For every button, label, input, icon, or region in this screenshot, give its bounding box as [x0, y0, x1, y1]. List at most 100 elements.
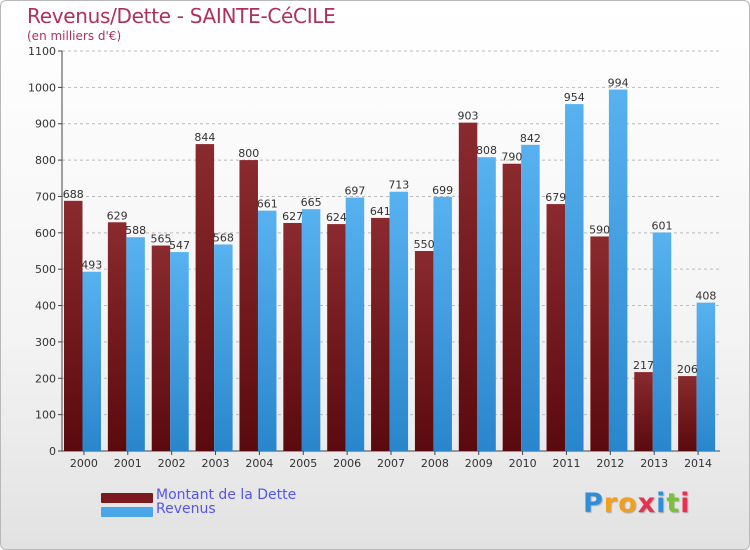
data-label-debt: 550 [414, 238, 435, 251]
x-tick-label: 2004 [245, 457, 273, 470]
data-label-revenue: 568 [213, 231, 234, 244]
data-label-revenue: 601 [652, 219, 673, 232]
data-label-revenue: 588 [125, 224, 146, 237]
bar-revenue [389, 191, 409, 451]
y-tick-label: 1100 [28, 45, 56, 58]
bar-debt [458, 122, 478, 452]
y-tick-label: 600 [35, 227, 56, 240]
data-label-debt: 800 [238, 147, 259, 160]
bar-debt [239, 160, 258, 451]
legend-swatch-debt [101, 493, 153, 503]
data-label-revenue: 697 [344, 185, 365, 198]
bar-revenue [82, 271, 101, 451]
bar-debt [151, 245, 171, 451]
y-tick-label: 500 [35, 263, 56, 276]
bar-revenue [257, 210, 277, 451]
data-label-revenue: 493 [81, 259, 102, 272]
chart-subtitle: (en milliers d'€) [27, 29, 122, 43]
bar-debt [283, 223, 302, 451]
x-tick-label: 2001 [114, 457, 142, 470]
data-label-debt: 790 [501, 151, 522, 164]
bar-debt [678, 376, 697, 451]
data-label-revenue: 842 [520, 132, 541, 145]
bar-debt [107, 222, 127, 451]
data-label-debt: 688 [63, 188, 84, 201]
legend-label-debt: Montant de la Dette [156, 487, 297, 503]
x-tick-label: 2003 [202, 457, 230, 470]
x-tick-label: 2006 [333, 457, 361, 470]
brand-letter: i [680, 488, 691, 519]
data-label-debt: 624 [326, 211, 347, 224]
x-tick-label: 2010 [509, 457, 537, 470]
x-tick-label: 2011 [552, 457, 580, 470]
y-tick-label: 1000 [28, 81, 56, 94]
bar-debt [327, 224, 346, 451]
proxiti-logo: Proxiti [583, 488, 691, 519]
bar-revenue [214, 244, 233, 451]
legend-swatch-revenue [101, 507, 153, 517]
bar-revenue [477, 157, 496, 451]
data-label-debt: 629 [107, 209, 128, 222]
data-label-debt: 590 [589, 223, 610, 236]
x-tick-label: 2009 [465, 457, 493, 470]
x-tick-label: 2007 [377, 457, 405, 470]
x-tick-label: 2012 [596, 457, 624, 470]
bar-revenue [126, 237, 145, 451]
bar-revenue [652, 232, 672, 451]
legend-label-revenue: Revenus [156, 501, 216, 517]
x-tick-label: 2000 [70, 457, 98, 470]
data-label-debt: 565 [150, 233, 171, 246]
data-label-revenue: 808 [476, 144, 497, 157]
bar-debt [414, 251, 434, 451]
y-tick-label: 800 [35, 154, 56, 167]
bar-debt [64, 200, 83, 451]
bar-revenue [301, 209, 321, 451]
bar-revenue [170, 252, 189, 451]
x-tick-label: 2013 [640, 457, 668, 470]
brand-letter: i [656, 488, 667, 519]
data-label-debt: 844 [194, 131, 215, 144]
data-label-debt: 679 [545, 191, 566, 204]
x-tick-label: 2005 [289, 457, 317, 470]
bar-revenue [521, 144, 540, 451]
y-tick-label: 300 [35, 336, 56, 349]
data-label-revenue: 408 [695, 290, 716, 303]
x-tick-label: 2008 [421, 457, 449, 470]
brand-letter: t [666, 488, 681, 519]
bar-revenue [345, 197, 365, 451]
bar-debt [590, 236, 609, 451]
y-tick-label: 200 [35, 372, 56, 385]
data-label-revenue: 994 [608, 77, 629, 90]
data-label-debt: 627 [282, 210, 303, 223]
data-label-debt: 641 [370, 205, 391, 218]
brand-letter: r [603, 488, 619, 519]
data-label-debt: 903 [458, 110, 479, 123]
bar-debt [371, 217, 390, 451]
x-tick-label: 2014 [684, 457, 712, 470]
data-label-revenue: 713 [388, 179, 409, 192]
x-tick-label: 2002 [158, 457, 186, 470]
y-tick-label: 700 [35, 190, 56, 203]
bar-debt [634, 372, 653, 451]
bar-revenue [608, 89, 628, 451]
bar-revenue [433, 196, 452, 451]
y-tick-label: 400 [35, 300, 56, 313]
bar-revenue [565, 104, 584, 451]
y-tick-label: 100 [35, 409, 56, 422]
data-label-revenue: 699 [432, 184, 453, 197]
data-label-debt: 217 [633, 359, 654, 372]
brand-letter: o [618, 488, 638, 519]
brand-letter: P [583, 488, 604, 519]
data-label-revenue: 665 [301, 196, 322, 209]
bar-revenue [696, 302, 716, 451]
data-label-debt: 206 [677, 363, 698, 376]
data-label-revenue: 661 [257, 198, 278, 211]
bar-debt [195, 144, 215, 451]
bar-debt [546, 204, 566, 451]
chart-title: Revenus/Dette - SAINTE-CéCILE [27, 4, 336, 28]
y-tick-label: 900 [35, 118, 56, 131]
data-label-revenue: 954 [564, 91, 585, 104]
data-label-revenue: 547 [169, 239, 190, 252]
